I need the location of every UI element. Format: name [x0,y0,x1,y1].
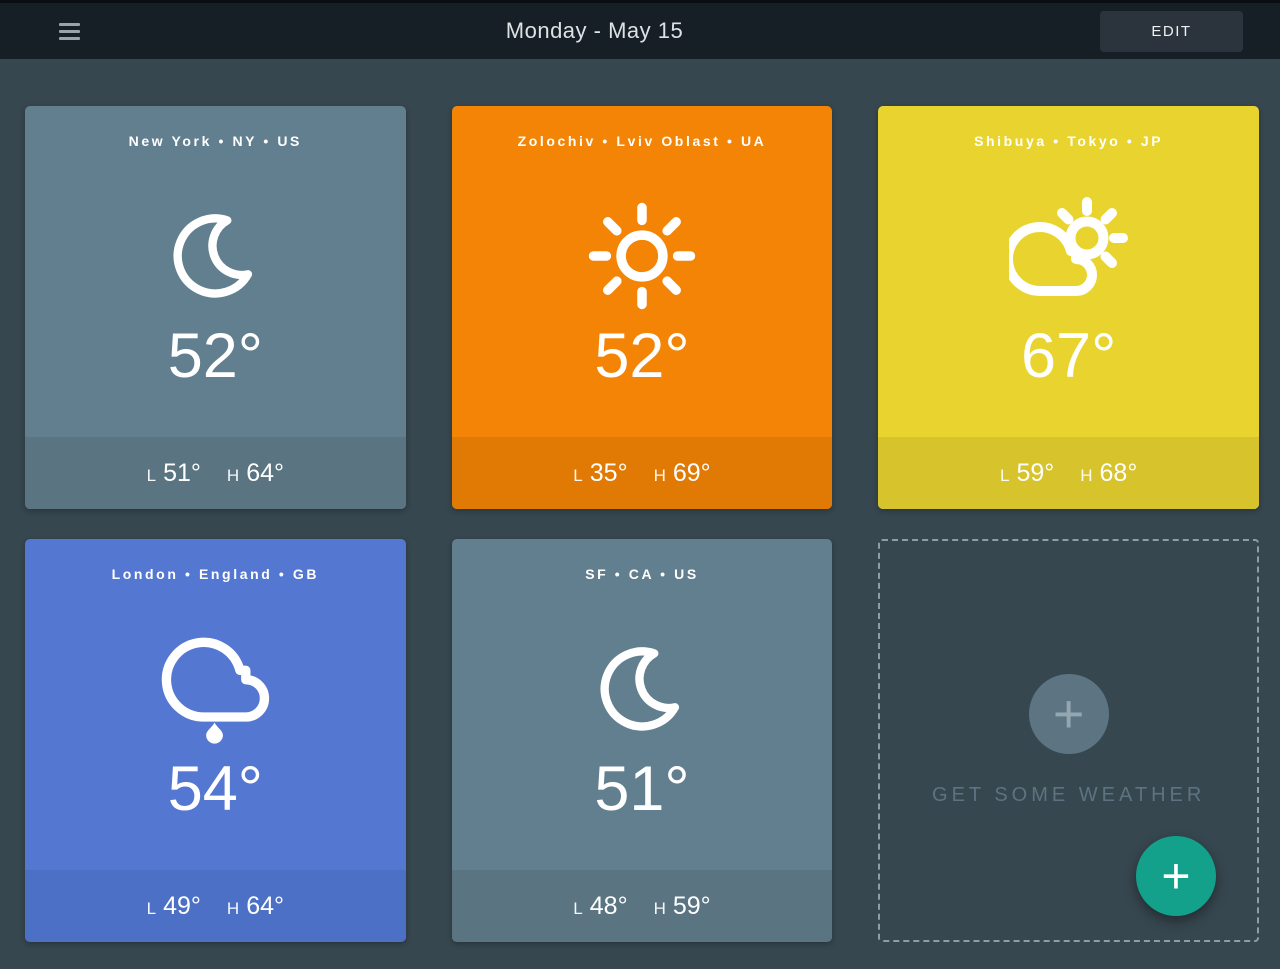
add-weather-card[interactable]: + GET SOME WEATHER [878,539,1259,942]
low-value: 49° [163,891,201,920]
high-value: 64° [246,458,285,487]
sun-icon [452,191,833,321]
page-title: Monday - May 15 [505,18,684,43]
low-label: L [146,465,157,485]
high-label: H [653,898,666,918]
edit-button[interactable]: EDIT [1100,10,1243,52]
current-temp: 51° [594,754,690,824]
high-label: H [653,465,666,485]
high-value: 59° [672,891,711,920]
weather-card-london[interactable]: London • England • GB 54° L 49° H 64° [25,539,406,942]
low-label: L [999,465,1010,485]
low-value: 48° [589,891,628,920]
card-footer: L 59° H 68° [878,437,1259,509]
add-weather-circle-button[interactable]: + [1028,674,1109,754]
current-temp: 54° [167,754,263,824]
high-label: H [226,898,240,918]
hamburger-icon [59,29,80,33]
hamburger-icon [59,22,80,26]
partly-cloudy-icon [878,191,1259,321]
window-top-strip [0,0,1280,3]
card-footer: L 49° H 64° [25,870,406,942]
high-value: 68° [1099,458,1138,487]
high-value: 64° [246,891,285,920]
weather-card-zolochiv[interactable]: Zolochiv • Lviv Oblast • UA 52° L 35° H 69… [451,106,833,509]
low-label: L [146,898,157,918]
app-header: Monday - May 15 EDIT [0,3,1280,59]
card-footer: L 51° H 64° [25,437,406,509]
weather-card-shibuya[interactable]: Shibuya • Tokyo • JP 67° L 59° H 68° [878,106,1259,509]
card-footer: L 48° H 59° [451,870,833,942]
plus-icon: + [1161,848,1191,904]
low-label: L [573,465,583,485]
moon-icon [452,624,833,754]
current-temp: 67° [1021,321,1117,391]
weather-card-new-york[interactable]: New York • NY • US 52° L 51° H 64° [25,106,406,509]
current-temp: 52° [594,321,690,391]
plus-icon: + [1052,684,1085,744]
weather-card-sf[interactable]: SF • CA • US 51° L 48° H 59° [451,539,833,942]
high-label: H [1080,465,1093,485]
get-some-weather-label: GET SOME WEATHER [932,784,1206,806]
card-footer: L 35° H 69° [451,437,833,509]
moon-icon [25,191,406,321]
high-value: 69° [672,458,711,487]
hamburger-menu-button[interactable] [59,16,89,46]
rain-cloud-icon [25,624,406,754]
weather-card-grid: New York • NY • US 52° L 51° H 64° Zolochi… [0,59,1280,942]
card-location-label: Shibuya • Tokyo • JP [974,133,1164,149]
card-location-label: Zolochiv • Lviv Oblast • UA [517,133,767,149]
add-weather-fab-button[interactable]: + [1136,836,1216,916]
current-temp: 52° [167,321,263,391]
card-location-label: New York • NY • US [128,133,302,149]
high-label: H [226,465,240,485]
low-label: L [573,898,583,918]
card-location-label: SF • CA • US [585,566,699,582]
low-value: 51° [163,458,201,487]
low-value: 59° [1016,458,1055,487]
hamburger-icon [59,36,80,40]
card-location-label: London • England • GB [111,566,320,582]
low-value: 35° [589,458,628,487]
